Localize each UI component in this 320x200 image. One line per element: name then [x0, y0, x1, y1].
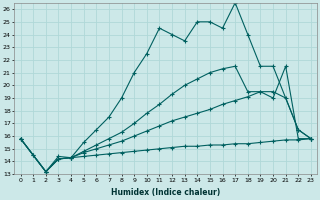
X-axis label: Humidex (Indice chaleur): Humidex (Indice chaleur) — [111, 188, 220, 197]
